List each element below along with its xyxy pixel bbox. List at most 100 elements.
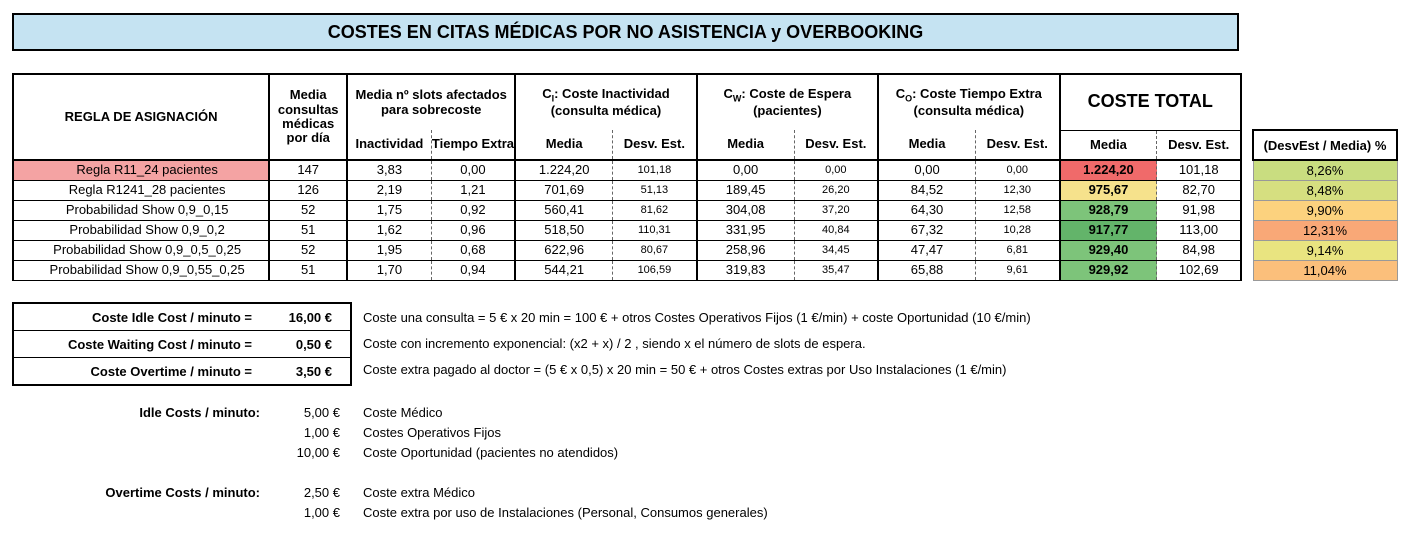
ratio-header: (DesvEst / Media) % (1252, 129, 1398, 161)
row-media: 147 (269, 160, 349, 181)
header-co: CO: Coste Tiempo Extra (consulta médica) (878, 73, 1061, 130)
row-co-media: 64,30 (878, 200, 976, 221)
row-co-media: 0,00 (878, 160, 976, 181)
row-total-desv: 84,98 (1156, 240, 1243, 261)
row-inactividad: 1,95 (347, 240, 432, 261)
unit-cost-value: 16,00 € (288, 309, 332, 325)
row-cw-media: 319,83 (696, 260, 795, 281)
idle-cost-value: 1,00 € (303, 425, 340, 440)
row-ci-desv: 101,18 (612, 160, 698, 181)
row-name: Probabilidad Show 0,9_0,2 (11, 220, 271, 241)
row-ci-media: 544,21 (515, 260, 614, 281)
overtime-cost-value: 1,00 € (303, 505, 340, 520)
row-total-media: 975,67 (1059, 180, 1158, 201)
table-row: Probabilidad Show 0,9_0,5_0,25 52 1,95 0,68… (11, 240, 1243, 261)
row-media: 51 (269, 220, 349, 241)
header-inactividad: Inactividad (347, 130, 432, 161)
row-ci-media: 560,41 (515, 200, 614, 221)
row-inactividad: 2,19 (347, 180, 432, 201)
table-row: Regla R11_24 pacientes 147 3,83 0,00 1.224,2… (11, 160, 1243, 181)
unit-cost-label: Coste Waiting Cost / minuto = (67, 336, 252, 352)
row-cw-media: 331,95 (696, 220, 795, 241)
header-cw: CW: Coste de Espera (pacientes) (696, 73, 880, 130)
idle-cost-desc: Costes Operativos Fijos (363, 425, 501, 440)
table-row: Probabilidad Show 0,9_0,2 51 1,62 0,96 518,5… (11, 220, 1243, 241)
row-tiempo-extra: 0,96 (431, 220, 517, 241)
row-inactividad: 1,62 (347, 220, 432, 241)
row-name: Regla R1241_28 pacientes (11, 180, 271, 201)
page-title: COSTES EN CITAS MÉDICAS POR NO ASISTENCI… (12, 13, 1239, 51)
row-ci-desv: 51,13 (612, 180, 698, 201)
ratio-cell: 9,90% (1252, 200, 1398, 221)
row-total-desv: 91,98 (1156, 200, 1243, 221)
row-ci-media: 622,96 (515, 240, 614, 261)
unit-cost-label: Coste Idle Cost / minuto = (92, 309, 252, 325)
row-total-media: 928,79 (1059, 200, 1158, 221)
row-total-desv: 82,70 (1156, 180, 1243, 201)
row-co-desv: 12,58 (975, 200, 1061, 221)
ratio-cell: 11,04% (1252, 260, 1398, 281)
overtime-cost-value: 2,50 € (303, 485, 340, 500)
row-total-media: 929,92 (1059, 260, 1158, 281)
header-co-media: Media (878, 130, 976, 161)
row-ci-desv: 106,59 (612, 260, 698, 281)
row-cw-desv: 35,47 (794, 260, 880, 281)
row-tiempo-extra: 0,92 (431, 200, 517, 221)
row-co-media: 67,32 (878, 220, 976, 241)
row-co-desv: 6,81 (975, 240, 1061, 261)
header-co-desv: Desv. Est. (975, 130, 1061, 161)
unit-cost-label: Coste Overtime / minuto = (90, 363, 252, 379)
row-media: 51 (269, 260, 349, 281)
row-name: Probabilidad Show 0,9_0,5_0,25 (11, 240, 271, 261)
ratio-cell: 12,31% (1252, 220, 1398, 241)
row-co-media: 84,52 (878, 180, 976, 201)
row-co-media: 65,88 (878, 260, 976, 281)
idle-cost-desc: Coste Oportunidad (pacientes no atendido… (363, 445, 619, 460)
idle-cost-desc: Coste Médico (363, 405, 443, 420)
row-total-media: 1.224,20 (1059, 160, 1158, 181)
row-cw-desv: 26,20 (794, 180, 880, 201)
row-cw-media: 189,45 (696, 180, 795, 201)
row-tiempo-extra: 0,68 (431, 240, 517, 261)
overtime-costs-label: Overtime Costs / minuto: (105, 485, 260, 500)
row-cw-media: 0,00 (696, 160, 795, 181)
row-cw-desv: 0,00 (794, 160, 880, 181)
unit-cost-desc: Coste una consulta = 5 € x 20 min = 100 … (363, 310, 1031, 325)
row-ci-media: 1.224,20 (515, 160, 614, 181)
row-cw-media: 304,08 (696, 200, 795, 221)
header-rule: REGLA DE ASIGNACIÓN (11, 73, 271, 161)
row-co-desv: 10,28 (975, 220, 1061, 241)
row-total-media: 917,77 (1059, 220, 1158, 241)
table-row: Probabilidad Show 0,9_0,15 52 1,75 0,92 560,… (11, 200, 1243, 221)
table-row: Probabilidad Show 0,9_0,55_0,25 51 1,70 0,9… (11, 260, 1243, 281)
unit-cost-value: 3,50 € (295, 363, 332, 379)
header-ci-media: Media (515, 130, 614, 161)
row-total-media: 929,40 (1059, 240, 1158, 261)
header-ci-desv: Desv. Est. (612, 130, 698, 161)
row-inactividad: 3,83 (347, 160, 432, 181)
row-cw-desv: 34,45 (794, 240, 880, 261)
row-media: 52 (269, 200, 349, 221)
row-inactividad: 1,75 (347, 200, 432, 221)
row-cw-media: 258,96 (696, 240, 795, 261)
unit-cost-row: Coste Idle Cost / minuto = 16,00 € (14, 304, 350, 331)
idle-cost-value: 5,00 € (303, 405, 340, 420)
header-tiempo-extra: Tiempo Extra (431, 130, 517, 161)
row-media: 52 (269, 240, 349, 261)
row-total-desv: 102,69 (1156, 260, 1243, 281)
row-co-desv: 9,61 (975, 260, 1061, 281)
row-ci-desv: 80,67 (612, 240, 698, 261)
header-cw-desv: Desv. Est. (794, 130, 880, 161)
idle-cost-value: 10,00 € (296, 445, 340, 460)
header-total-media: Media (1059, 129, 1158, 161)
ratio-cell: 9,14% (1252, 240, 1398, 261)
header-slots: Media nº slots afectados para sobrecoste (347, 73, 517, 130)
row-name: Regla R11_24 pacientes (11, 160, 271, 181)
idle-costs-label: Idle Costs / minuto: (139, 405, 260, 420)
row-co-desv: 0,00 (975, 160, 1061, 181)
row-total-desv: 113,00 (1156, 220, 1243, 241)
unit-cost-desc: Coste extra pagado al doctor = (5 € x 0,… (363, 362, 1007, 377)
header-media-consultas: Media consultas médicas por día (269, 73, 349, 161)
row-inactividad: 1,70 (347, 260, 432, 281)
row-media: 126 (269, 180, 349, 201)
